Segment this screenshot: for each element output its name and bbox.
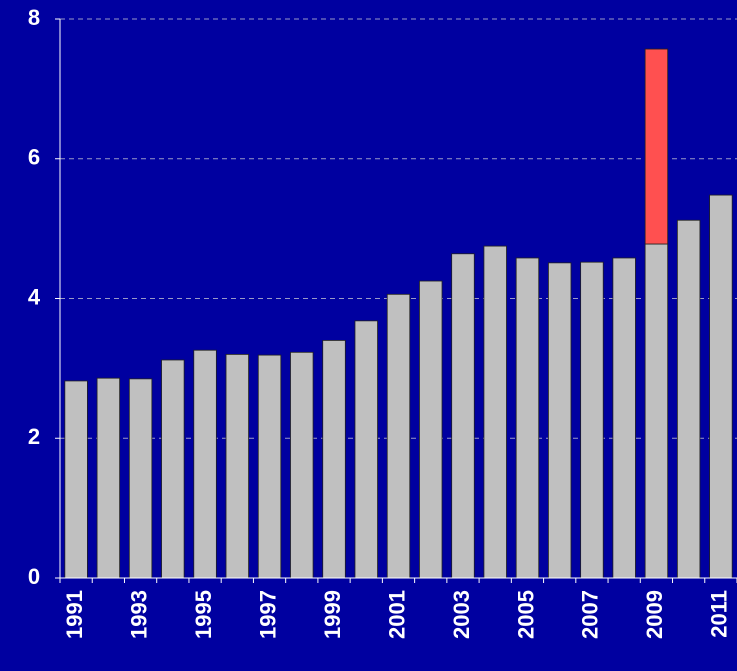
x-tick-label: 1995: [191, 590, 216, 639]
bar-segment: [193, 349, 217, 579]
bar-segment: [96, 377, 121, 579]
bar-segment: [644, 243, 669, 579]
bar-segment: [580, 261, 604, 579]
bar-segment: [419, 280, 443, 579]
bar-segment: [257, 354, 282, 579]
bar-segment: [128, 378, 153, 579]
bar-segment: [290, 351, 314, 579]
bar-segment: [225, 353, 249, 579]
bar-segment: [64, 380, 88, 579]
bar-segment: [709, 194, 733, 579]
x-tick-label: 1999: [320, 590, 345, 639]
bar-segment: [676, 219, 701, 579]
bar-segment: [322, 340, 346, 579]
bar-segment: [644, 48, 669, 245]
bar-segment: [386, 293, 411, 579]
bar-segment: [451, 253, 475, 579]
bar-segment: [548, 262, 572, 579]
x-tick-label: 1991: [62, 590, 87, 639]
y-tick-label: 0: [28, 564, 40, 589]
y-tick-label: 6: [28, 145, 40, 170]
y-tick-label: 8: [28, 5, 40, 30]
x-tick-label: 2001: [384, 590, 409, 639]
x-tick-label: 1997: [255, 590, 280, 639]
x-tick-label: 2011: [707, 590, 732, 638]
bar-segment: [354, 320, 378, 579]
bar-segment: [161, 359, 185, 579]
bar-segment: [483, 245, 507, 579]
bar-segment: [515, 257, 540, 579]
x-tick-label: 2005: [513, 590, 538, 639]
x-tick-label: 2003: [449, 590, 474, 639]
x-tick-label: 2007: [578, 590, 603, 639]
bar-segment: [612, 257, 636, 579]
y-tick-label: 4: [28, 284, 41, 309]
x-tick-label: 2009: [642, 590, 667, 639]
y-tick-label: 2: [28, 424, 40, 449]
x-tick-label: 1993: [126, 590, 151, 639]
